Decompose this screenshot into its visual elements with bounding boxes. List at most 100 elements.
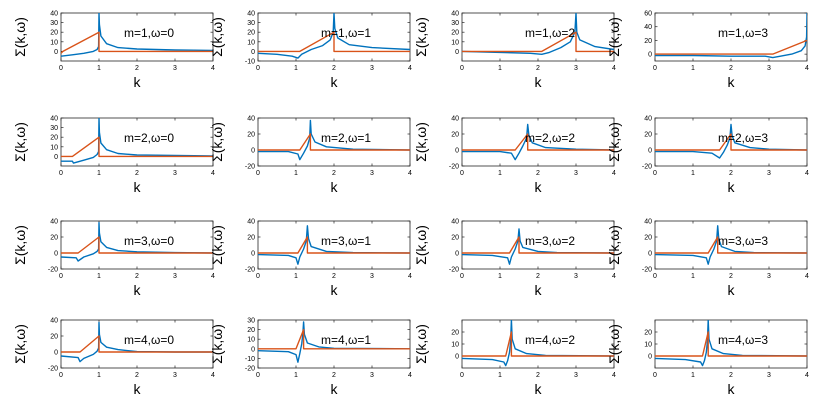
panel-title: m=3,ω=2 [525, 234, 575, 248]
x-tick-label: 1 [498, 372, 502, 379]
y-tick-label: 0 [648, 251, 652, 258]
y-tick-label: 20 [451, 132, 459, 139]
y-tick-label: 20 [644, 235, 652, 242]
x-tick-label: 1 [294, 170, 298, 177]
series-orange-line [655, 133, 807, 151]
x-tick-label: 3 [370, 372, 374, 379]
x-tick-label: 2 [536, 170, 540, 177]
x-tick-label: 1 [691, 273, 695, 280]
x-tick-label: 2 [332, 273, 336, 280]
x-tick-label: 3 [574, 170, 578, 177]
y-tick-label: 10 [451, 39, 459, 46]
y-tick-label: 0 [251, 346, 255, 353]
x-tick-label: 4 [211, 65, 215, 72]
y-tick-label: 20 [50, 235, 58, 242]
series-group [655, 123, 807, 159]
x-tick-label: 3 [173, 273, 177, 280]
x-tick-label: 2 [536, 372, 540, 379]
y-tick-label: 0 [251, 251, 255, 258]
y-tick-label: 20 [50, 334, 58, 341]
series-group [655, 13, 807, 59]
series-orange-line [462, 236, 614, 254]
y-tick-label: 20 [451, 30, 459, 37]
y-tick-label: 10 [451, 342, 459, 349]
x-tick-label: 3 [574, 273, 578, 280]
series-group [258, 119, 410, 161]
x-tick-label: 4 [408, 372, 412, 379]
x-tick-label: 0 [653, 273, 657, 280]
y-axis-label: Σ(k,ω) [209, 17, 225, 57]
panel-title: m=2,ω=0 [124, 131, 174, 145]
x-axis-label: k [535, 381, 543, 397]
y-axis-label: Σ(k,ω) [413, 122, 429, 162]
series-blue-line [258, 13, 410, 59]
x-tick-label: 0 [653, 65, 657, 72]
series-orange-line [61, 236, 213, 254]
x-tick-label: 3 [370, 65, 374, 72]
x-tick-label: 2 [729, 273, 733, 280]
x-tick-label: 3 [370, 273, 374, 280]
series-orange-line [258, 31, 410, 53]
y-tick-label: 0 [54, 350, 58, 357]
x-axis-label: k [728, 282, 736, 298]
series-group [655, 320, 807, 367]
panel-title: m=4,ω=2 [525, 333, 575, 347]
x-axis-label: k [134, 74, 142, 90]
y-tick-label: 0 [455, 251, 459, 258]
y-tick-label: 10 [50, 144, 58, 151]
y-tick-label: -10 [245, 59, 255, 66]
x-tick-label: 2 [536, 65, 540, 72]
y-tick-label: -20 [245, 366, 255, 373]
series-orange-line [258, 133, 410, 151]
series-group [258, 13, 410, 59]
x-tick-label: 1 [691, 372, 695, 379]
panel-4-1: 0 1 2 3 4 -20 -10 0 10 20 30 m=4,ω=1 k Σ(k,ω) [209, 318, 412, 398]
y-tick-label: 60 [644, 11, 652, 18]
y-tick-label: 20 [247, 327, 255, 334]
y-tick-label: 10 [644, 342, 652, 349]
x-tick-label: 1 [498, 65, 502, 72]
y-tick-label: 20 [50, 30, 58, 37]
x-tick-label: 0 [256, 273, 260, 280]
y-tick-label: 20 [451, 235, 459, 242]
y-tick-label: 0 [54, 49, 58, 56]
x-tick-label: 4 [612, 65, 616, 72]
series-orange-line [61, 136, 213, 158]
y-tick-label: 20 [451, 330, 459, 337]
series-blue-line [462, 123, 614, 161]
series-group [462, 320, 614, 367]
y-tick-label: 40 [644, 24, 652, 31]
x-tick-label: 0 [59, 372, 63, 379]
y-tick-label: 30 [247, 318, 255, 325]
series-blue-line [655, 225, 807, 265]
series-group [258, 225, 410, 265]
y-tick-label: -20 [449, 267, 459, 274]
series-blue-line [655, 123, 807, 159]
x-tick-label: 2 [729, 372, 733, 379]
series-blue-line [61, 118, 213, 164]
series-orange-line [462, 331, 614, 357]
series-orange-line [61, 335, 213, 353]
series-group [258, 321, 410, 363]
series-group [61, 321, 213, 363]
x-axis-label: k [331, 179, 339, 195]
x-tick-label: 1 [691, 65, 695, 72]
series-group [655, 225, 807, 265]
x-tick-label: 4 [211, 273, 215, 280]
y-tick-label: -10 [245, 356, 255, 363]
series-group [462, 123, 614, 161]
panel-4-3: 0 1 2 3 4 0 10 20 m=4,ω=3 k Σ(k,ω) [606, 319, 809, 397]
y-axis-label: Σ(k,ω) [606, 17, 622, 57]
y-tick-label: 40 [247, 11, 255, 18]
x-axis-label: k [535, 179, 543, 195]
panel-title: m=2,ω=2 [525, 131, 575, 145]
y-tick-label: 30 [247, 20, 255, 27]
y-tick-label: 20 [247, 235, 255, 242]
